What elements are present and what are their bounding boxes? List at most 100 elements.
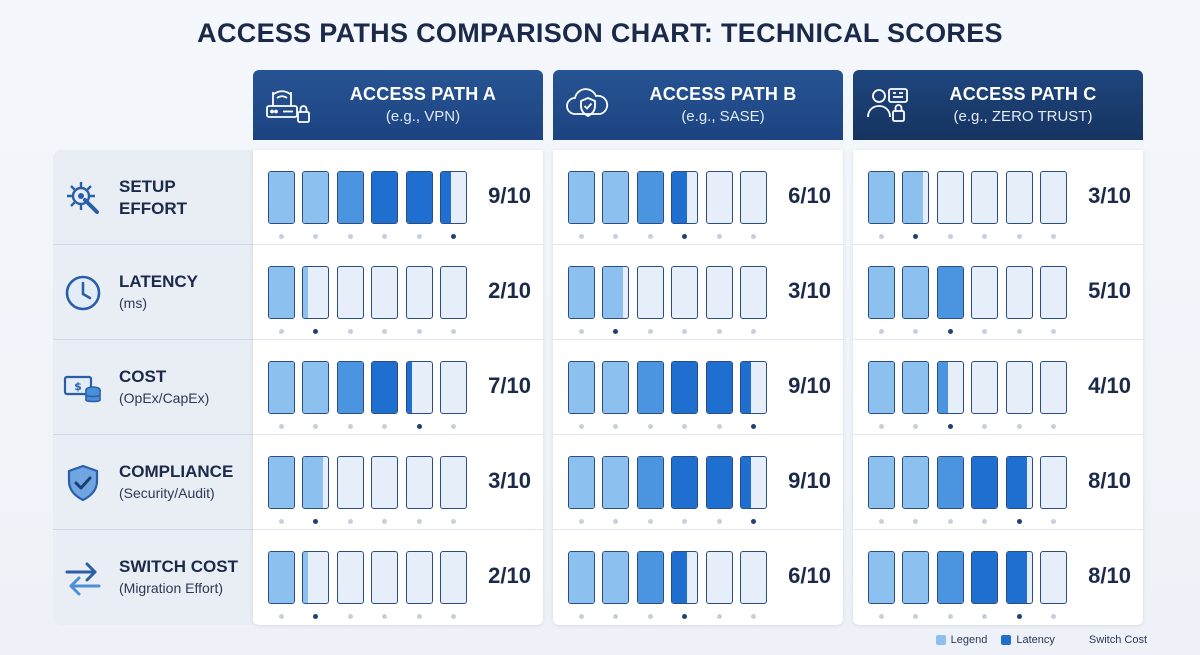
access-path-header: ACCESS PATH A (e.g., VPN) — [253, 70, 543, 140]
score-indicator-dot — [451, 424, 456, 429]
score-indicator-dot — [1016, 234, 1022, 239]
shield-check-icon — [63, 463, 103, 503]
legend-label: Switch Cost — [1088, 634, 1147, 646]
score-indicator-dot — [347, 519, 353, 524]
score-indicator-dot — [313, 234, 319, 239]
score-segment — [568, 266, 595, 319]
score-segment — [971, 361, 999, 414]
legend-swatch — [1001, 635, 1012, 645]
score-indicator-dot — [382, 614, 388, 619]
score-indicator-dot — [347, 329, 353, 334]
score-segment — [902, 551, 930, 604]
legend-swatch — [935, 635, 946, 645]
score-indicator-dot — [416, 424, 422, 429]
score-indicator-dot — [579, 519, 584, 524]
score-segment — [440, 266, 467, 319]
score-indicator-dot — [416, 614, 422, 619]
score-cell: 8/10 — [853, 530, 1143, 625]
score-indicator-dot — [347, 424, 353, 429]
score-label: 3/10 — [788, 278, 831, 303]
score-segment — [568, 456, 595, 509]
score-indicator-dot — [982, 614, 988, 619]
score-indicator-dot — [879, 424, 884, 429]
score-indicator-dot — [1016, 519, 1022, 524]
score-segment — [1005, 551, 1033, 604]
score-indicator-dot — [751, 614, 756, 619]
score-cell: 2/10 — [253, 530, 543, 625]
row-name: SWITCH COST — [119, 557, 238, 576]
row-label-compliance: COMPLIANCE (Security/Audit) — [53, 435, 253, 530]
score-indicator-dot — [279, 234, 284, 239]
score-indicator-dot — [382, 424, 388, 429]
score-label: 2/10 — [488, 563, 531, 588]
score-indicator-dot — [913, 234, 919, 239]
score-segment — [936, 456, 964, 509]
score-indicator-dot — [982, 424, 988, 429]
score-segment — [636, 551, 664, 604]
score-indicator-dot — [613, 329, 619, 334]
score-cell: 9/10 — [553, 340, 843, 435]
score-segment — [636, 456, 664, 509]
row-label-setup-effort: SETUP EFFORT — [53, 150, 253, 245]
score-indicator-dot — [682, 424, 688, 429]
score-segment — [568, 171, 595, 224]
score-indicator-dot — [613, 234, 619, 239]
legend-item: Legend — [935, 634, 987, 646]
score-indicator-dot — [347, 614, 353, 619]
score-cell: 3/10 — [553, 245, 843, 340]
score-indicator-dot — [313, 424, 319, 429]
score-segment — [336, 266, 364, 319]
score-indicator-dot — [751, 424, 756, 429]
score-indicator-dot — [279, 329, 284, 334]
score-indicator-dot — [347, 234, 353, 239]
score-indicator-dot — [416, 329, 422, 334]
row-label-cost: $ COST (OpEx/CapEx) — [53, 340, 253, 435]
score-segment — [971, 266, 999, 319]
score-indicator-dot — [751, 329, 756, 334]
score-label: 8/10 — [1088, 468, 1131, 493]
score-indicator-dot — [716, 519, 722, 524]
score-segment — [440, 456, 467, 509]
score-segment — [1005, 361, 1033, 414]
access-path-scores: 9/10 2/10 7/10 3/10 2/10 — [253, 150, 543, 625]
score-segment — [371, 361, 399, 414]
score-segment — [405, 266, 433, 319]
score-segment — [936, 361, 964, 414]
score-segment — [268, 456, 295, 509]
score-indicator-dot — [613, 424, 619, 429]
score-indicator-dot — [416, 234, 422, 239]
score-segment — [740, 551, 767, 604]
row-name: COST — [119, 367, 167, 386]
score-cell: 6/10 — [553, 150, 843, 245]
score-indicator-dot — [982, 519, 988, 524]
score-label: 8/10 — [1088, 563, 1131, 588]
score-segment — [1005, 456, 1033, 509]
score-indicator-dot — [382, 519, 388, 524]
access-path-example: (e.g., ZERO TRUST) — [953, 108, 1093, 125]
router-lock-icon — [265, 84, 311, 126]
score-segment — [868, 456, 895, 509]
score-indicator-dot — [947, 329, 953, 334]
score-indicator-dot — [451, 519, 456, 524]
score-indicator-dot — [579, 614, 584, 619]
score-indicator-dot — [947, 519, 953, 524]
score-segment — [371, 456, 399, 509]
score-segment — [868, 551, 895, 604]
access-path-header: ACCESS PATH B (e.g., SASE) — [553, 70, 843, 140]
legend-item: Latency — [1001, 634, 1055, 646]
score-indicator-dot — [947, 234, 953, 239]
score-indicator-dot — [1051, 424, 1056, 429]
score-segment — [936, 551, 964, 604]
score-segment — [568, 361, 595, 414]
score-indicator-dot — [913, 519, 919, 524]
score-label: 4/10 — [1088, 373, 1131, 398]
row-subtitle: (OpEx/CapEx) — [119, 390, 210, 406]
score-segment — [902, 361, 930, 414]
score-segment — [405, 551, 433, 604]
score-cell: 3/10 — [853, 150, 1143, 245]
swap-arrows-icon — [63, 558, 103, 598]
score-indicator-dot — [579, 329, 584, 334]
score-segment — [868, 171, 895, 224]
score-segment — [602, 361, 630, 414]
score-segment — [268, 551, 295, 604]
